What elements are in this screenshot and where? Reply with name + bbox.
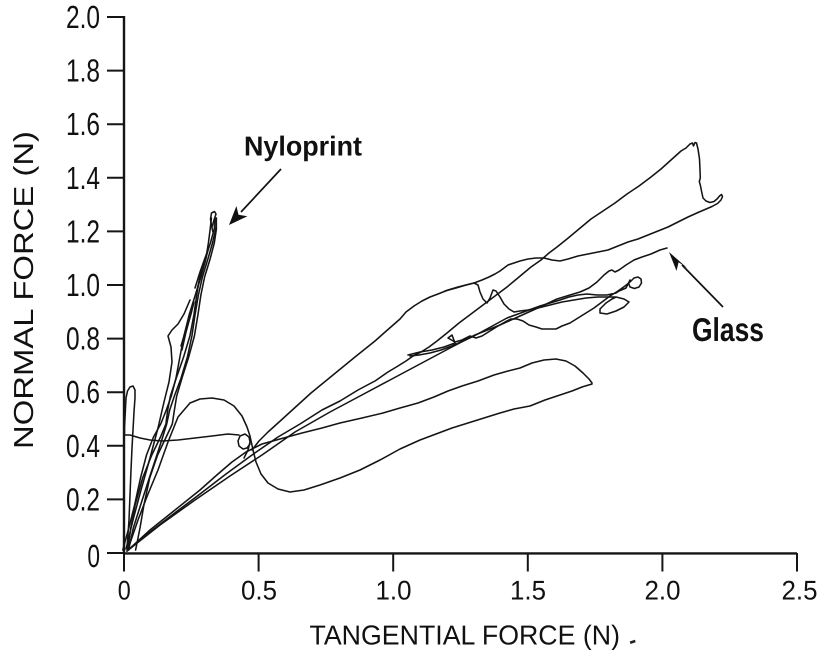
svg-text:0.8: 0.8: [66, 321, 100, 357]
svg-text:1.5: 1.5: [510, 576, 546, 606]
svg-text:0.5: 0.5: [241, 576, 277, 606]
svg-text:1.4: 1.4: [66, 160, 100, 196]
svg-text:0.4: 0.4: [66, 428, 100, 464]
svg-text:Nyloprint: Nyloprint: [244, 131, 362, 162]
svg-text:Glass: Glass: [692, 311, 764, 348]
svg-text:2.0: 2.0: [66, 0, 100, 35]
svg-text:NORMAL FORCE (N): NORMAL FORCE (N): [8, 131, 39, 449]
svg-text:0: 0: [87, 538, 100, 574]
svg-text:1.6: 1.6: [66, 106, 100, 142]
svg-text:2.5: 2.5: [782, 576, 818, 606]
svg-text:1.0: 1.0: [376, 576, 412, 606]
svg-text:1.8: 1.8: [66, 53, 100, 89]
svg-text:0.2: 0.2: [66, 481, 100, 517]
svg-text:1.0: 1.0: [66, 267, 100, 303]
svg-text:2.0: 2.0: [645, 576, 681, 606]
svg-text:0: 0: [118, 576, 131, 606]
svg-text:0.6: 0.6: [66, 374, 100, 410]
svg-text:TANGENTIAL FORCE (N): TANGENTIAL FORCE (N): [310, 620, 621, 650]
svg-text:1.2: 1.2: [66, 213, 100, 249]
